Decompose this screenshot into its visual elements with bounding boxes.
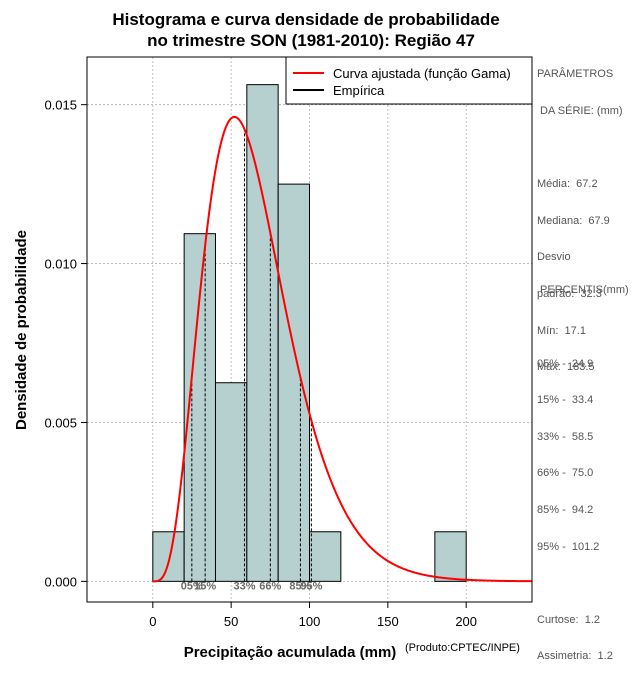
x-tick-label-3: 150 bbox=[377, 614, 399, 629]
y-axis-ticks: 0.000 0.005 0.010 0.015 bbox=[44, 98, 87, 589]
legend-label-empirical: Empírica bbox=[333, 83, 385, 98]
histogram-bar-9 bbox=[434, 531, 467, 582]
percentile-label-2: 33% bbox=[233, 580, 255, 592]
x-tick-label-2: 100 bbox=[299, 614, 321, 629]
histogram-bar-2 bbox=[214, 382, 248, 582]
legend-box bbox=[285, 56, 533, 105]
percentil-15: 15% - 33.4 bbox=[537, 394, 594, 407]
percentis-title: PERCENTIS(mm) bbox=[537, 284, 629, 297]
x-tick-label-0: 0 bbox=[149, 614, 156, 629]
stat-deviation-label: Desvio bbox=[537, 251, 571, 264]
histogram-bar-3 bbox=[246, 84, 279, 582]
x-tick-label-1: 50 bbox=[224, 614, 238, 629]
percentile-label-0: 05% bbox=[181, 580, 203, 592]
y-tick-label-0: 0.000 bbox=[44, 574, 77, 589]
params-title: PARÂMETROS bbox=[537, 68, 614, 81]
stat-median: Mediana: 67.9 bbox=[537, 214, 610, 227]
product-credit: (Produto:CPTEC/INPE) bbox=[405, 642, 520, 654]
gamma-density-curve bbox=[152, 115, 532, 583]
histogram-bar-4 bbox=[277, 183, 310, 582]
percentil-33: 33% - 58.5 bbox=[537, 430, 594, 443]
percentil-66: 66% - 75.0 bbox=[537, 467, 594, 480]
histogram-bar-5 bbox=[309, 531, 342, 582]
chart-title-line2: no trimestre SON (1981-2010): Região 47 bbox=[147, 31, 475, 50]
stat-min: Mín: 17.1 bbox=[537, 324, 586, 337]
x-tick-label-4: 200 bbox=[455, 614, 477, 629]
stat-assimetria: Assimetria: 1.2 bbox=[537, 650, 613, 663]
y-tick-label-3: 0.015 bbox=[44, 98, 77, 113]
percentiles-panel: PERCENTIS(mm) ​ 05% - 24.9 15% - 33.4 33… bbox=[537, 260, 629, 675]
percentil-05: 05% - 24.9 bbox=[537, 357, 594, 370]
stat-curtose: Curtose: 1.2 bbox=[537, 613, 600, 626]
legend: Curva ajustada (função Gama) Empírica bbox=[285, 56, 533, 105]
stat-mean: Média: 67.2 bbox=[537, 178, 598, 191]
params-subtitle: DA SÉRIE: (mm) bbox=[537, 105, 623, 117]
histogram-bar-0 bbox=[152, 531, 185, 582]
percentile-label-5: 95% bbox=[300, 580, 322, 592]
percentil-85: 85% - 94.2 bbox=[537, 503, 594, 516]
y-axis-label: Densidade de probabilidade bbox=[13, 230, 30, 430]
percentil-95: 95% - 101.2 bbox=[537, 540, 600, 553]
x-axis-label: Precipitação acumulada (mm) bbox=[184, 644, 397, 660]
x-axis-ticks: 0 50 100 150 200 bbox=[149, 602, 477, 629]
percentile-labels: 05%15% 33% 66% 85%95% bbox=[181, 580, 323, 592]
histogram-bars bbox=[152, 84, 467, 582]
y-tick-label-2: 0.010 bbox=[44, 257, 77, 272]
percentile-label-3: 66% bbox=[259, 580, 281, 592]
stat-std: padrão: 32.3 bbox=[537, 287, 602, 300]
series-parameters-panel: PARÂMETROS DA SÉRIE: (mm) ​ Média: 67.2 … bbox=[537, 44, 623, 386]
percentile-label-4: 85% bbox=[289, 580, 311, 592]
histogram-chart: Histograma e curva densidade de probabil… bbox=[13, 10, 533, 660]
percentile-lines bbox=[191, 129, 312, 582]
stat-max: Máx: 183.5 bbox=[537, 361, 595, 374]
legend-label-curve: Curva ajustada (função Gama) bbox=[333, 66, 511, 81]
percentile-label-1: 15% bbox=[194, 580, 216, 592]
chart-title-line1: Histograma e curva densidade de probabil… bbox=[112, 10, 499, 29]
y-tick-label-1: 0.005 bbox=[44, 415, 77, 430]
